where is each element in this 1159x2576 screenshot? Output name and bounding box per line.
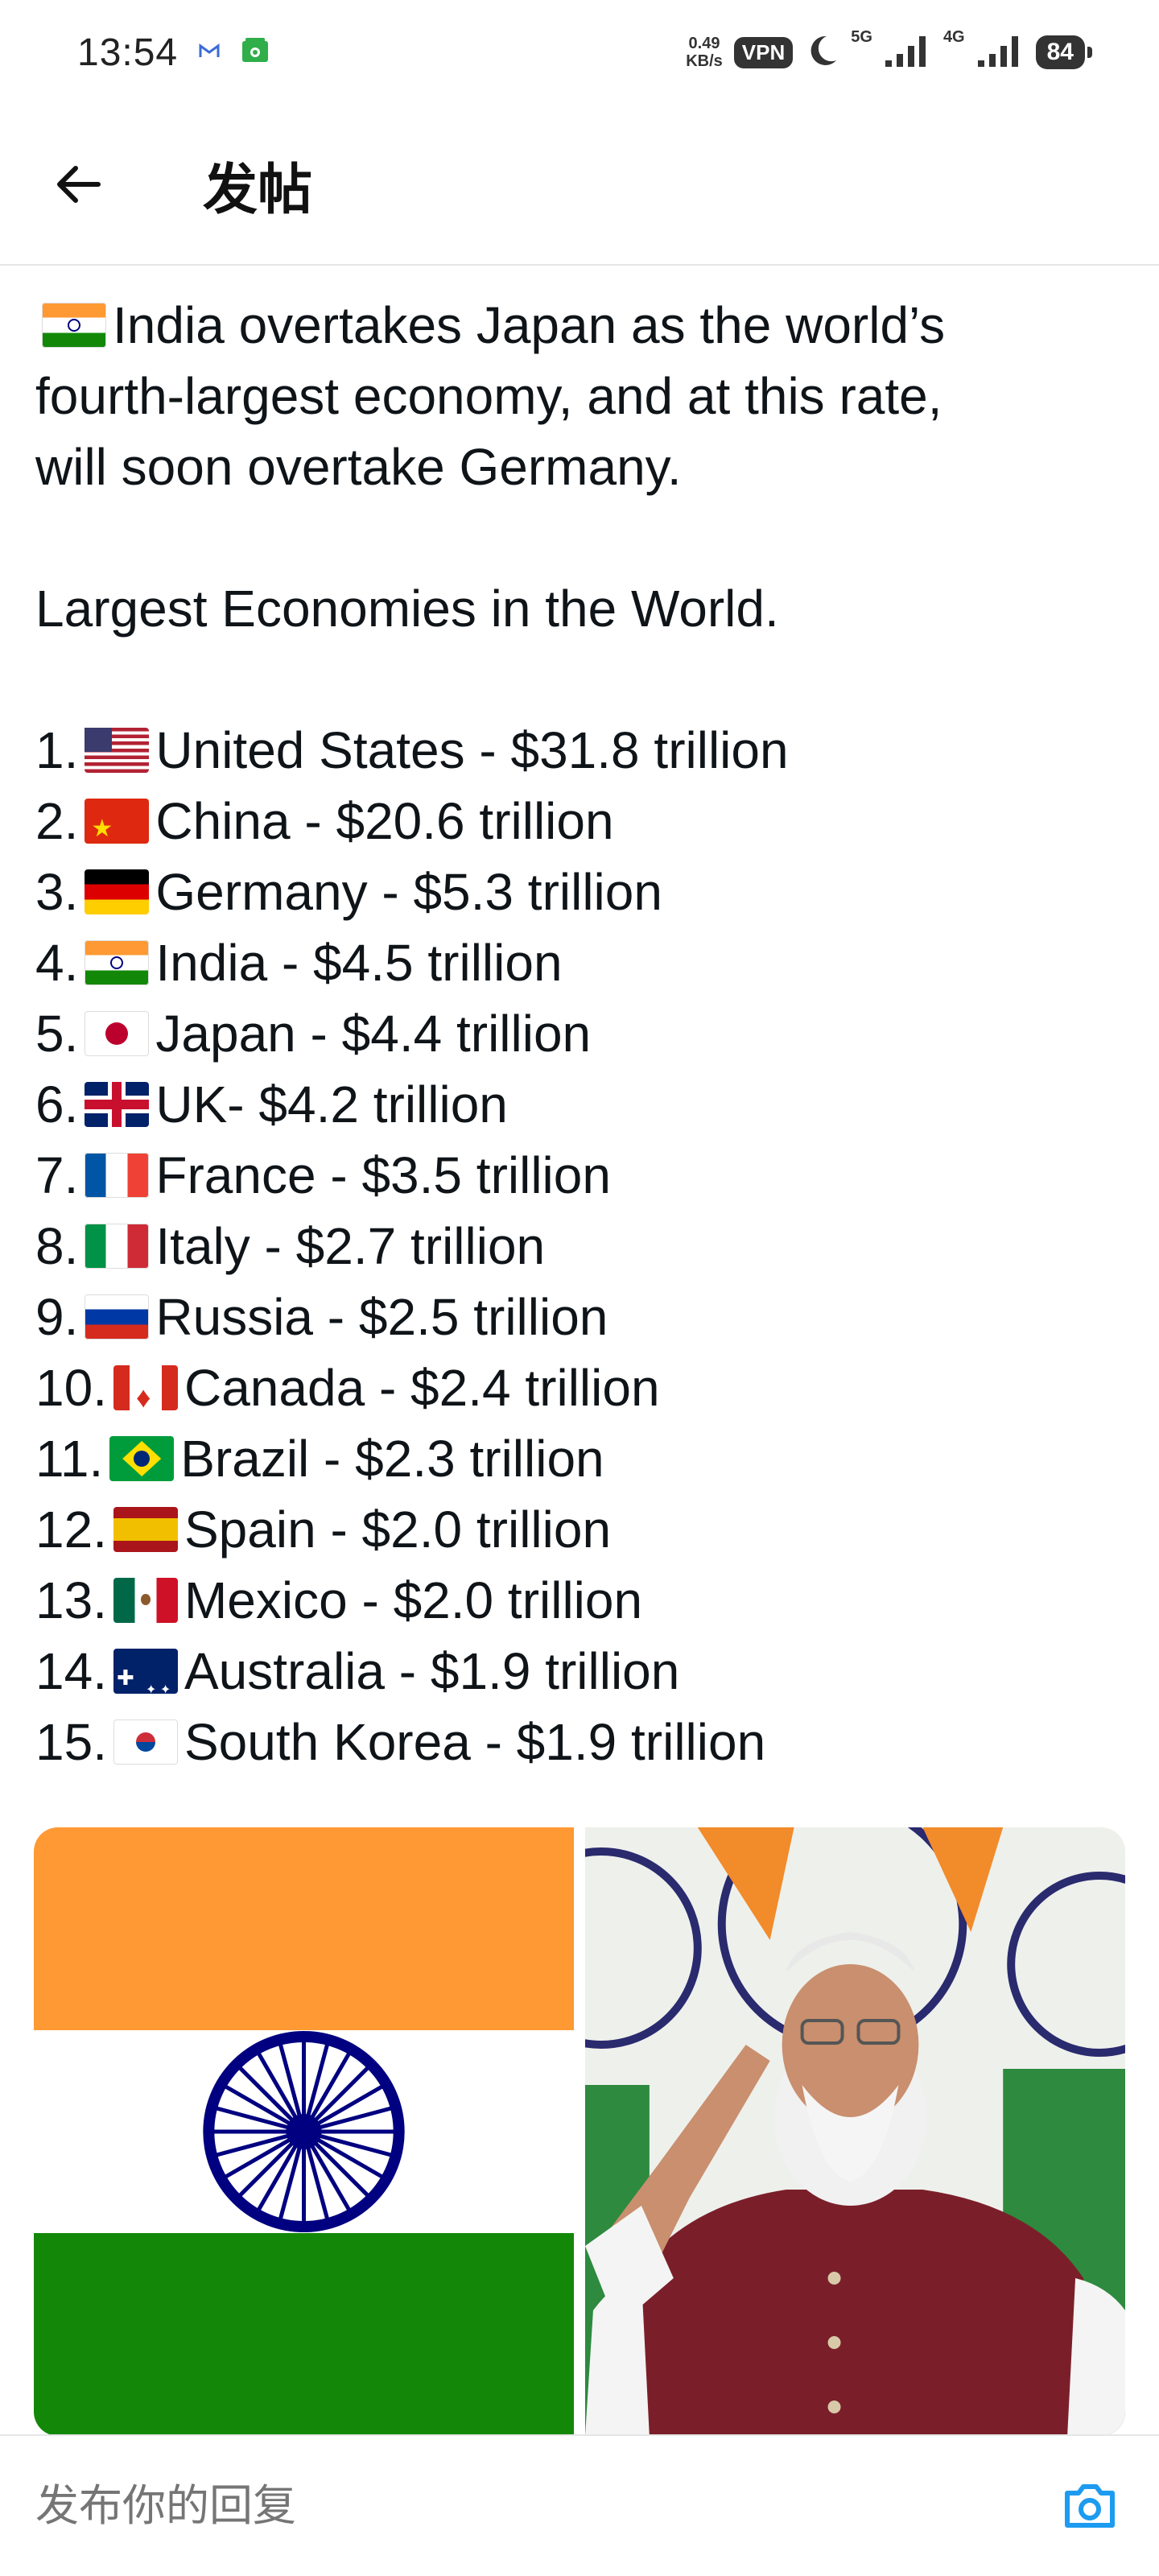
post-intro-line: India overtakes Japan as the world’s (35, 290, 1130, 361)
economy-text: United States - $31.8 trillion (155, 721, 789, 779)
economy-list-item: 5. Japan - $4.4 trillion (35, 998, 1130, 1069)
signal-4g-label: 4G (942, 27, 965, 46)
economy-text: France - $3.5 trillion (155, 1146, 611, 1204)
camera-button[interactable] (1058, 2474, 1122, 2538)
signal-bars-icon (884, 33, 932, 72)
post-intro-line: will soon overtake Germany. (35, 438, 682, 496)
economy-rank: 6. (35, 1075, 79, 1133)
economy-list-item: 4. India - $4.5 trillion (35, 927, 1130, 998)
status-bar: 13:54 0.49 KB/s VPN 5G 4G 84 (0, 0, 1159, 105)
economy-text: India - $4.5 trillion (155, 934, 563, 992)
cn-flag-icon (85, 794, 150, 865)
post-body: India overtakes Japan as the world’s fou… (35, 290, 1130, 1777)
economy-list-item: 6. UK- $4.2 trillion (35, 1069, 1130, 1140)
ca-flag-icon (113, 1362, 178, 1433)
post-intro-line: fourth-largest economy, and at this rate… (35, 367, 942, 425)
app-header: 发帖 (0, 105, 1159, 266)
economy-list-item: 12. Spain - $2.0 trillion (35, 1494, 1130, 1565)
vpn-badge: VPN (733, 36, 794, 68)
in-flag-icon (85, 940, 150, 985)
economy-list-item: 8. Italy - $2.7 trillion (35, 1211, 1130, 1282)
kr-flag-icon (113, 1719, 178, 1765)
es-flag-icon (113, 1507, 178, 1552)
us-flag-icon (85, 728, 150, 773)
economy-text: China - $20.6 trillion (155, 792, 614, 850)
economy-rank: 7. (35, 1146, 79, 1204)
uk-flag-icon (85, 1082, 150, 1127)
economy-rank: 15. (35, 1713, 107, 1771)
network-speed-value: 0.49 (688, 35, 720, 52)
mx-flag-icon (113, 1578, 178, 1623)
network-speed: 0.49 KB/s (686, 35, 723, 70)
economy-rank: 1. (35, 721, 79, 779)
economy-text: Australia - $1.9 trillion (184, 1642, 680, 1700)
economy-rank: 14. (35, 1642, 107, 1700)
moon-icon (804, 33, 839, 72)
economy-text: Brazil - $2.3 trillion (180, 1430, 604, 1488)
economy-list-item: 7. France - $3.5 trillion (35, 1140, 1130, 1211)
economy-rank: 8. (35, 1217, 79, 1275)
economy-list-item: 9. Russia - $2.5 trillion (35, 1282, 1130, 1352)
economy-text: Canada - $2.4 trillion (184, 1359, 660, 1417)
ru-flag-icon (85, 1294, 150, 1340)
india-flag-icon (42, 303, 106, 348)
status-time: 13:54 (77, 31, 179, 74)
au-flag-icon (113, 1642, 178, 1726)
network-speed-unit: KB/s (686, 52, 723, 70)
gmail-icon (199, 43, 220, 63)
economy-text: Germany - $5.3 trillion (155, 863, 662, 921)
economy-text: Japan - $4.4 trillion (155, 1005, 592, 1063)
leader-saluting-photo[interactable] (585, 1827, 1125, 2436)
economy-list-item: 3. Germany - $5.3 trillion (35, 857, 1130, 927)
economy-rank: 3. (35, 863, 79, 921)
reply-bar (0, 2434, 1159, 2576)
economy-list: 1. United States - $31.8 trillion 2. China … (35, 715, 1130, 1777)
reply-input[interactable] (35, 2481, 595, 2531)
economy-text: UK- $4.2 trillion (155, 1075, 508, 1133)
it-flag-icon (85, 1224, 150, 1269)
economy-list-item: 13. Mexico - $2.0 trillion (35, 1565, 1130, 1636)
economy-text: Italy - $2.7 trillion (155, 1217, 546, 1275)
signal-5g-label: 5G (851, 27, 872, 46)
economy-text: Spain - $2.0 trillion (184, 1501, 612, 1558)
economy-rank: 11. (35, 1430, 104, 1488)
battery-icon: 84 (1035, 35, 1093, 69)
economy-rank: 4. (35, 934, 79, 992)
economy-list-item: 10. Canada - $2.4 trillion (35, 1352, 1130, 1433)
intro-text-1: India overtakes Japan as the world’s (113, 296, 946, 354)
economy-rank: 9. (35, 1288, 79, 1346)
security-app-icon (241, 36, 270, 69)
economy-text: Russia - $2.5 trillion (155, 1288, 608, 1346)
economy-rank: 5. (35, 1005, 79, 1063)
jp-flag-icon (85, 1011, 150, 1056)
camera-icon (1065, 2484, 1115, 2528)
economy-list-item: 15. South Korea - $1.9 trillion (35, 1707, 1130, 1777)
economy-list-item: 2. China - $20.6 trillion (35, 786, 1130, 865)
arrow-left-icon (57, 166, 101, 203)
economy-rank: 13. (35, 1571, 107, 1629)
economy-list-item: 14. Australia - $1.9 trillion (35, 1636, 1130, 1726)
economy-text: South Korea - $1.9 trillion (184, 1713, 766, 1771)
economy-rank: 10. (35, 1359, 107, 1417)
br-flag-icon (109, 1436, 175, 1481)
de-flag-icon (85, 869, 150, 914)
economy-rank: 12. (35, 1501, 107, 1558)
post-subtitle: Largest Economies in the World. (35, 580, 779, 638)
economy-list-item: 1. United States - $31.8 trillion (35, 715, 1130, 786)
economy-rank: 2. (35, 792, 79, 850)
back-button[interactable] (31, 136, 127, 233)
india-flag-image[interactable] (34, 1827, 574, 2436)
page-title: 发帖 (203, 159, 313, 221)
fr-flag-icon (85, 1153, 150, 1198)
economy-list-item: 11. Brazil - $2.3 trillion (35, 1423, 1130, 1494)
media-gallery (34, 1827, 1125, 2436)
economy-text: Mexico - $2.0 trillion (184, 1571, 643, 1629)
signal-bars-2-icon (976, 33, 1025, 72)
